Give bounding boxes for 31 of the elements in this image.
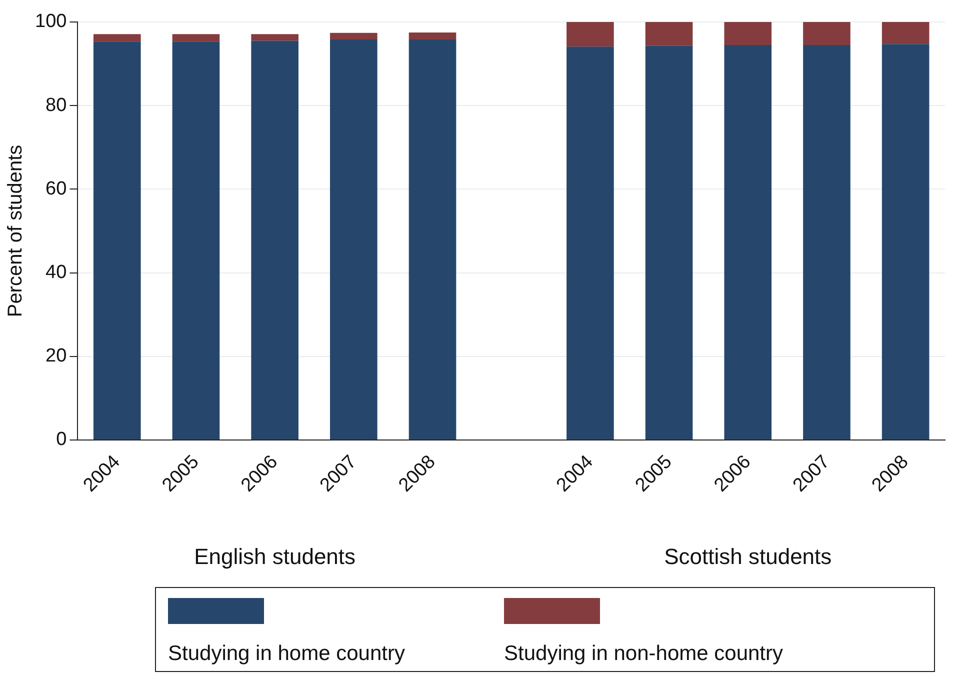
bar	[408, 40, 456, 440]
bar	[803, 22, 850, 45]
legend-label: Studying in non-home country	[504, 642, 783, 666]
bar	[93, 42, 141, 440]
bar	[172, 34, 220, 42]
bar	[724, 44, 772, 440]
y-tick-label: 80	[46, 94, 67, 116]
y-tick-label: 20	[46, 346, 67, 367]
bar	[882, 22, 930, 44]
bar	[645, 22, 693, 46]
text: English students	[194, 544, 356, 570]
bar	[566, 46, 614, 440]
legend-label: Studying in home country	[168, 642, 405, 666]
y-axis-title: Percent of students	[4, 144, 27, 318]
bar	[645, 46, 693, 440]
bar	[251, 40, 298, 440]
bar	[882, 44, 930, 440]
y-tick-label: 60	[46, 178, 67, 200]
bar	[408, 32, 456, 40]
bar	[330, 32, 378, 40]
bar	[172, 42, 220, 440]
bar	[330, 40, 378, 440]
text: Scottish students	[664, 544, 832, 570]
bar	[251, 34, 298, 41]
y-tick-label: 0	[56, 429, 67, 450]
y-tick-label: 100	[35, 11, 67, 32]
y-tick-label: 40	[46, 262, 67, 284]
bar	[93, 34, 141, 42]
bar	[724, 22, 772, 45]
bar	[803, 44, 850, 440]
bar	[566, 22, 614, 47]
